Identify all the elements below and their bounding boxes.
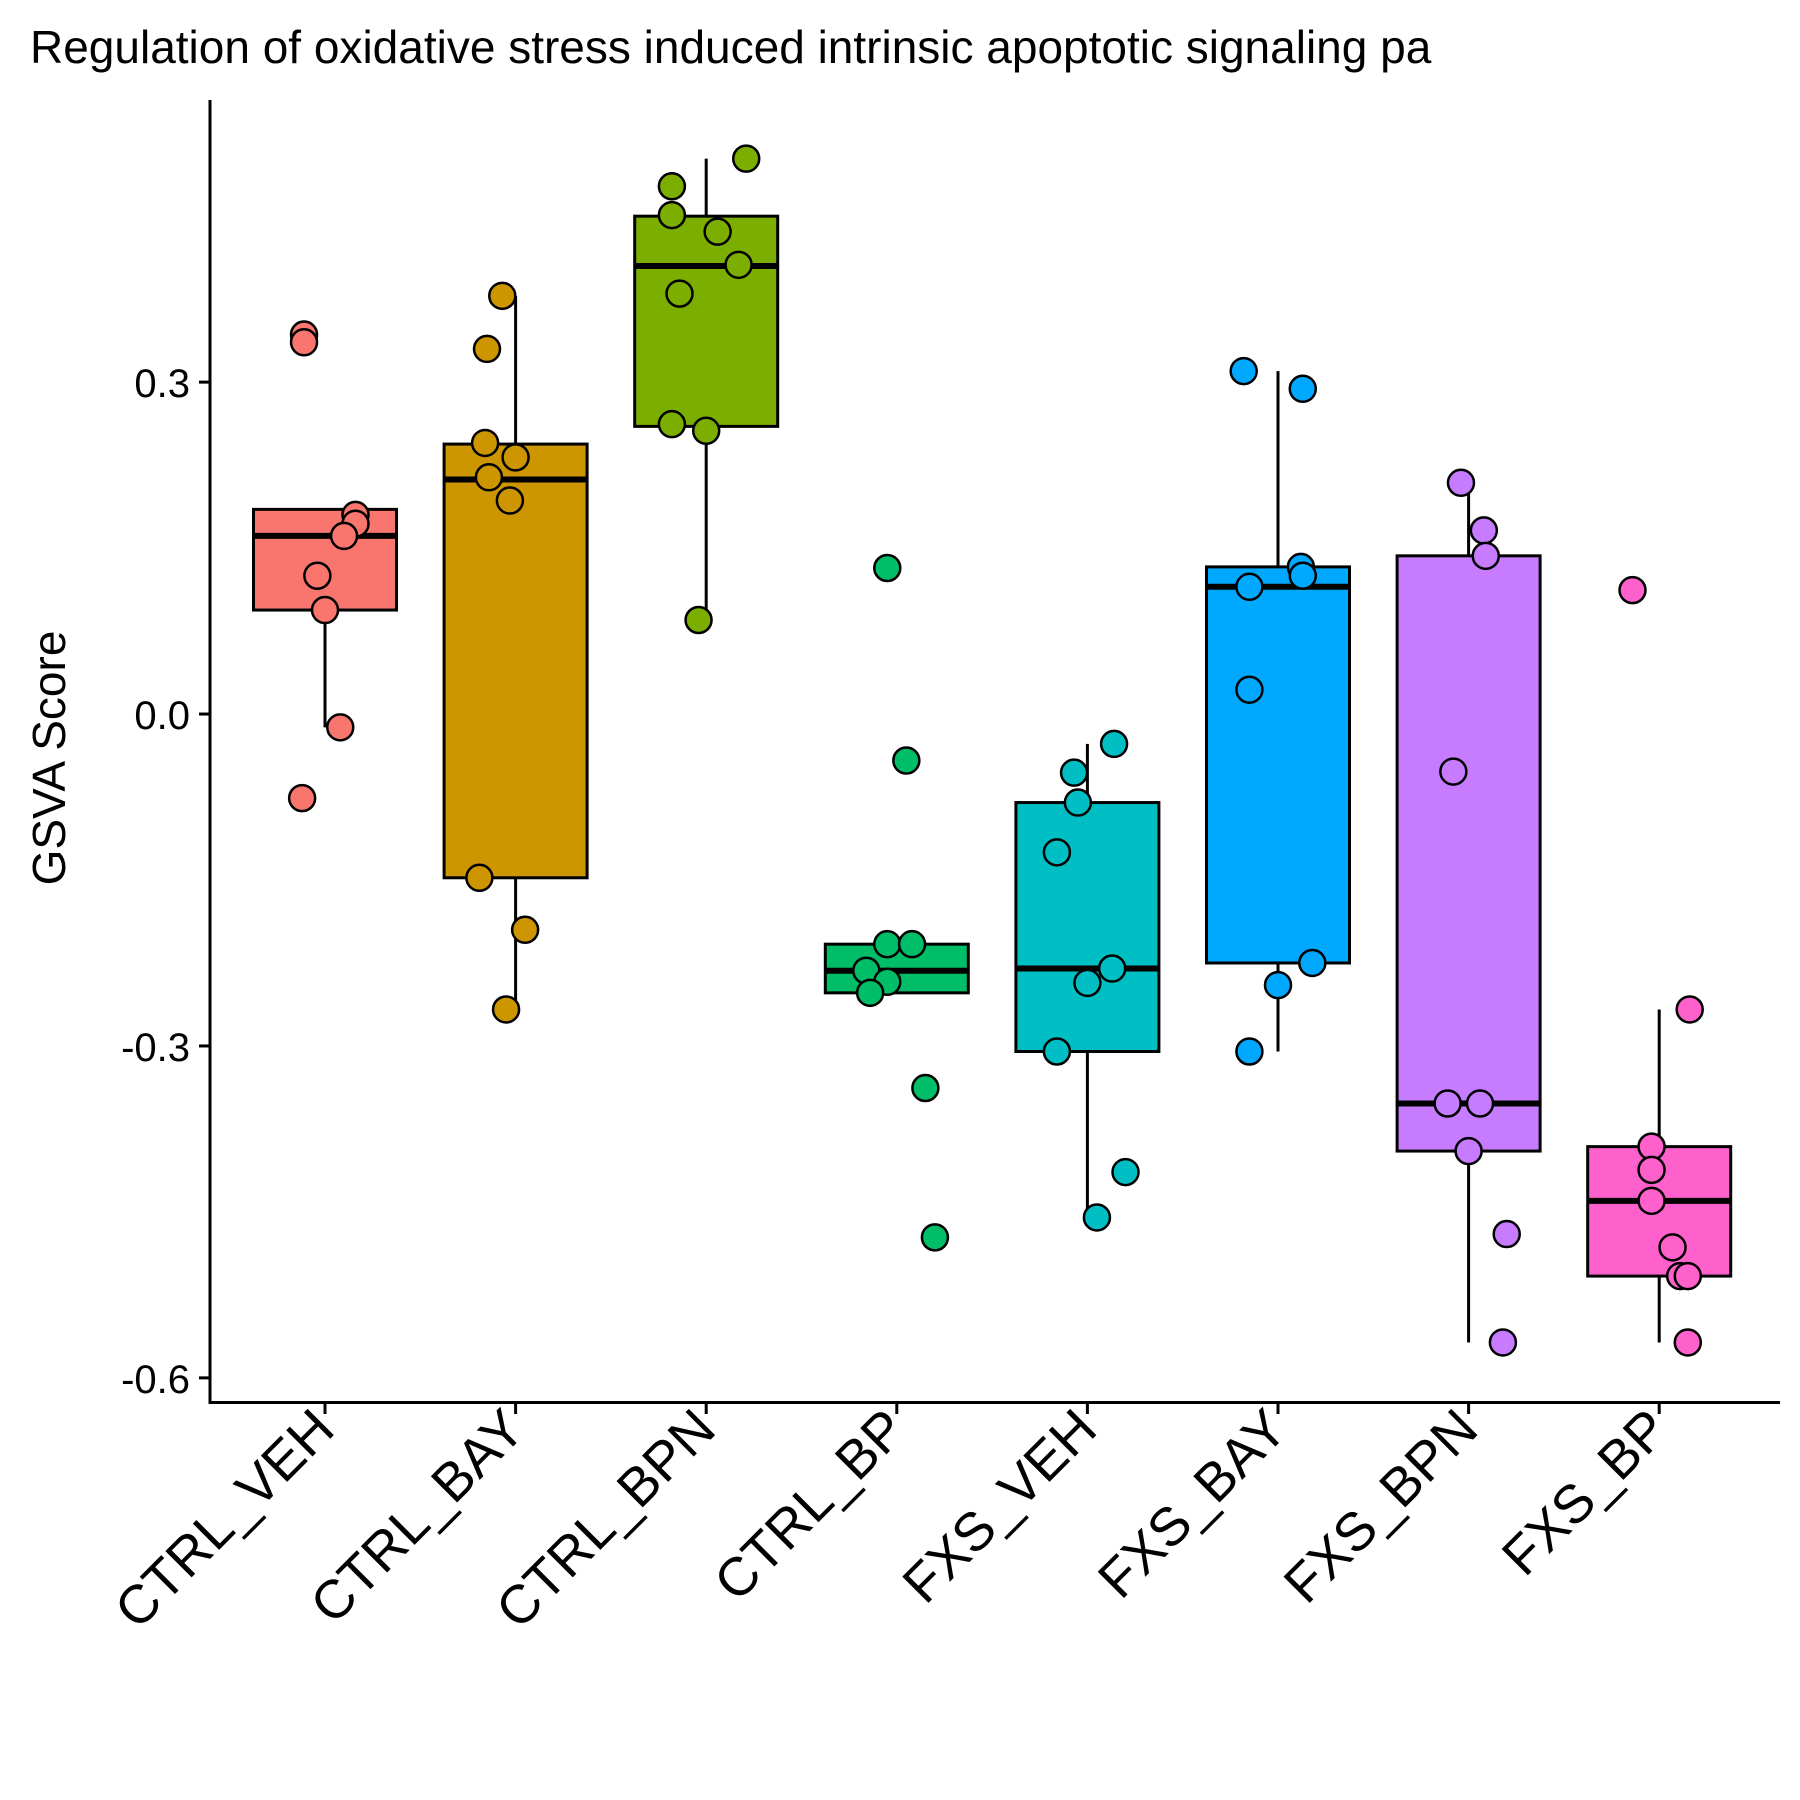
y-tick-label: -0.6 bbox=[121, 1358, 190, 1402]
data-point bbox=[1298, 948, 1327, 978]
data-point bbox=[495, 486, 525, 515]
y-tick-group: 0.3 0.0 -0.3 -0.6 bbox=[121, 362, 210, 1402]
x-tick-label: FXS_BPN bbox=[1273, 1398, 1489, 1614]
data-point bbox=[488, 281, 517, 311]
data-point bbox=[911, 1073, 940, 1103]
data-point bbox=[855, 978, 885, 1008]
data-point bbox=[1042, 838, 1072, 867]
y-tick-label: 0.0 bbox=[134, 694, 190, 738]
data-point bbox=[1469, 516, 1499, 545]
y-tick-label: -0.3 bbox=[121, 1026, 190, 1070]
box-iqr bbox=[252, 507, 398, 612]
box-FXS_VEH bbox=[1014, 743, 1161, 1218]
data-point bbox=[1492, 1219, 1521, 1249]
data-point bbox=[897, 929, 927, 959]
data-point bbox=[310, 595, 340, 625]
x-tick-label: FXS_BP bbox=[1491, 1398, 1680, 1587]
data-point bbox=[873, 553, 902, 583]
axes bbox=[208, 100, 1780, 1404]
data-point bbox=[1099, 729, 1129, 759]
data-point bbox=[657, 172, 687, 201]
data-point bbox=[1097, 954, 1127, 983]
data-point bbox=[1637, 1186, 1666, 1216]
data-point bbox=[1673, 1261, 1703, 1291]
data-point bbox=[731, 144, 761, 173]
data-point bbox=[1618, 575, 1647, 605]
data-point bbox=[1059, 758, 1089, 787]
x-tick-label: FXS_BAY bbox=[1087, 1398, 1299, 1610]
data-point bbox=[1288, 561, 1318, 590]
data-point bbox=[657, 409, 687, 439]
x-tick-group: CTRL_VEHCTRL_BAYCTRL_BPNCTRL_BPFXS_VEHFX… bbox=[104, 1398, 1680, 1640]
data-point bbox=[1288, 374, 1318, 404]
box-CTRL_BAY bbox=[442, 295, 589, 1010]
data-point bbox=[691, 416, 721, 446]
data-point bbox=[287, 783, 317, 813]
data-point bbox=[1446, 468, 1476, 498]
data-point bbox=[1637, 1155, 1666, 1185]
data-point bbox=[684, 605, 713, 635]
data-point bbox=[1235, 572, 1264, 602]
data-point bbox=[472, 334, 502, 364]
data-point bbox=[1439, 757, 1468, 786]
data-point bbox=[1454, 1136, 1483, 1166]
x-tick-label: CTRL_BP bbox=[703, 1398, 917, 1612]
data-point bbox=[1073, 968, 1102, 998]
data-point bbox=[920, 1223, 950, 1252]
data-point bbox=[724, 250, 753, 280]
data-point bbox=[1675, 995, 1704, 1024]
data-point bbox=[510, 915, 540, 945]
data-point bbox=[470, 428, 500, 458]
point-group bbox=[287, 144, 1704, 1357]
data-point bbox=[1042, 1037, 1072, 1066]
box-iqr bbox=[1205, 565, 1351, 965]
data-point bbox=[1235, 1037, 1264, 1066]
data-point bbox=[657, 200, 687, 230]
data-point bbox=[1229, 356, 1258, 386]
data-point bbox=[329, 521, 359, 551]
x-tick-label: FXS_VEH bbox=[891, 1398, 1107, 1614]
data-point bbox=[474, 463, 504, 492]
data-point bbox=[1471, 541, 1501, 571]
box-iqr bbox=[633, 214, 780, 428]
data-point bbox=[303, 561, 332, 590]
box-iqr bbox=[442, 442, 589, 880]
y-axis-label: GSVA Score bbox=[23, 631, 75, 886]
data-point bbox=[1658, 1233, 1687, 1262]
data-point bbox=[1433, 1089, 1462, 1118]
data-point bbox=[1673, 1328, 1703, 1357]
chart-title: Regulation of oxidative stress induced i… bbox=[30, 21, 1432, 73]
data-point bbox=[1488, 1328, 1518, 1357]
data-point bbox=[501, 443, 530, 472]
data-point bbox=[325, 713, 355, 742]
data-point bbox=[1111, 1157, 1140, 1187]
box-FXS_BAY bbox=[1205, 371, 1351, 1052]
data-point bbox=[1263, 970, 1293, 1000]
box-iqr bbox=[1395, 554, 1542, 1153]
data-point bbox=[1235, 675, 1264, 704]
box-CTRL_BPN bbox=[633, 158, 780, 620]
data-point bbox=[1082, 1203, 1112, 1232]
data-point bbox=[1063, 788, 1093, 817]
data-point bbox=[1465, 1089, 1495, 1118]
data-point bbox=[289, 328, 319, 357]
data-point bbox=[703, 217, 732, 246]
data-point bbox=[892, 746, 921, 775]
box-FXS_BPN bbox=[1395, 492, 1542, 1343]
box-group bbox=[252, 158, 1733, 1343]
box-iqr bbox=[1014, 801, 1161, 1053]
data-point bbox=[465, 863, 494, 893]
y-tick-label: 0.3 bbox=[134, 362, 190, 406]
data-point bbox=[665, 279, 694, 308]
data-point bbox=[873, 929, 902, 959]
data-point bbox=[491, 995, 521, 1024]
